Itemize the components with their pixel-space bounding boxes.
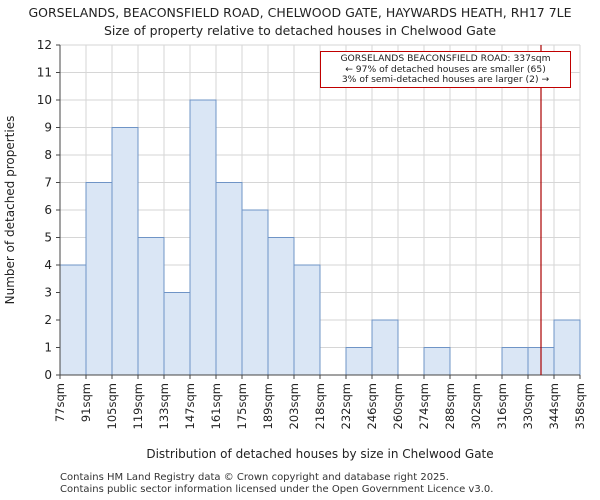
x-tick-label: 302sqm xyxy=(469,383,483,429)
y-axis-label: Number of detached properties xyxy=(3,116,17,305)
x-tick-label: 232sqm xyxy=(339,383,353,429)
y-tick-label: 4 xyxy=(44,258,52,272)
annotation-line-2: ← 97% of detached houses are smaller (65… xyxy=(345,63,546,75)
x-tick-label: 218sqm xyxy=(313,383,327,429)
x-tick-label: 119sqm xyxy=(131,383,145,429)
bar xyxy=(345,347,373,376)
annotation-line-3: 3% of semi-detached houses are larger (2… xyxy=(341,74,550,85)
y-tick-label: 10 xyxy=(37,93,52,107)
bar xyxy=(423,347,451,376)
x-tick-label: 133sqm xyxy=(157,383,171,429)
y-tick-label: 7 xyxy=(44,176,52,190)
x-tick-label: 203sqm xyxy=(287,383,301,429)
y-tick-label: 3 xyxy=(44,286,52,300)
bar xyxy=(267,237,295,376)
bar xyxy=(137,237,165,376)
x-tick-label: 91sqm xyxy=(79,383,93,422)
marker-annotation: GORSELANDS BEACONSFIELD ROAD: 337sqm ← 9… xyxy=(320,51,571,88)
x-tick-label: 344sqm xyxy=(547,383,561,429)
chart-title: GORSELANDS, BEACONSFIELD ROAD, CHELWOOD … xyxy=(28,5,572,20)
y-tick-label: 5 xyxy=(44,231,52,245)
x-tick-label: 105sqm xyxy=(105,383,119,429)
y-tick-label: 6 xyxy=(44,203,52,217)
bar xyxy=(111,127,139,376)
y-tick-label: 0 xyxy=(44,368,52,382)
bar xyxy=(85,182,113,376)
bar xyxy=(553,319,581,376)
bar xyxy=(501,347,529,376)
chart-subtitle: Size of property relative to detached ho… xyxy=(103,23,497,38)
bar xyxy=(59,264,87,376)
x-tick-label: 358sqm xyxy=(573,383,587,429)
footer-line-1: Contains HM Land Registry data © Crown c… xyxy=(60,472,449,483)
y-tick-label: 1 xyxy=(44,341,52,355)
x-tick-label: 316sqm xyxy=(495,383,509,429)
annotation-line-1: GORSELANDS BEACONSFIELD ROAD: 337sqm xyxy=(340,53,551,64)
bar xyxy=(163,292,191,376)
x-tick-label: 246sqm xyxy=(365,383,379,429)
bar xyxy=(189,99,217,376)
x-axis-label: Distribution of detached houses by size … xyxy=(146,447,493,461)
x-tick-label: 175sqm xyxy=(235,383,249,429)
x-tick-label: 274sqm xyxy=(417,383,431,429)
x-tick-label: 330sqm xyxy=(521,383,535,429)
x-tick-label: 288sqm xyxy=(443,383,457,429)
x-tick-label: 147sqm xyxy=(183,383,197,429)
bar xyxy=(215,182,243,376)
y-tick-label: 9 xyxy=(44,121,52,135)
x-tick-label: 161sqm xyxy=(209,383,223,429)
x-tick-label: 77sqm xyxy=(53,383,67,422)
y-tick-label: 8 xyxy=(44,148,52,162)
x-tick-label: 260sqm xyxy=(391,383,405,429)
y-tick-label: 12 xyxy=(37,38,52,52)
bar xyxy=(371,319,399,376)
y-tick-label: 11 xyxy=(37,66,52,80)
bar xyxy=(241,209,269,376)
bar xyxy=(293,264,321,376)
y-tick-label: 2 xyxy=(44,313,52,327)
x-tick-label: 189sqm xyxy=(261,383,275,429)
footer-line-2: Contains public sector information licen… xyxy=(60,484,494,495)
